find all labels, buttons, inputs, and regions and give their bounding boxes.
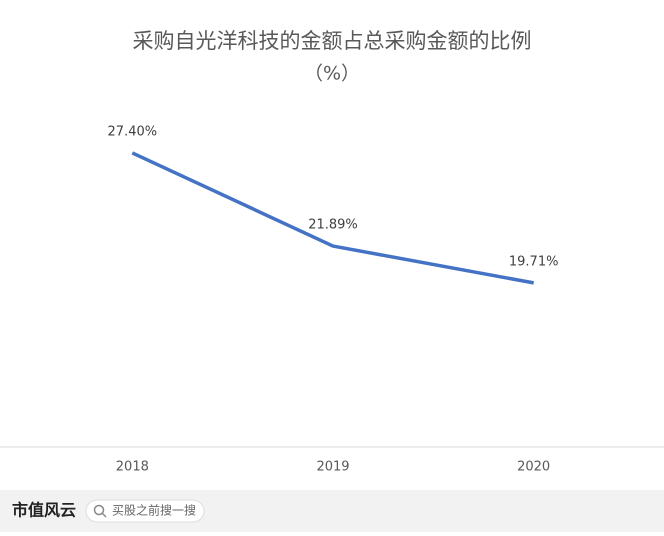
search-icon — [101, 512, 107, 518]
data-label: 21.89% — [308, 218, 358, 233]
search-placeholder: 买股之前搜一搜 — [112, 503, 196, 518]
chart-title: 采购自光洋科技的金额占总采购金额的比例 — [133, 29, 532, 53]
footer-brand: 市值风云 — [12, 501, 76, 520]
data-label: 27.40% — [108, 124, 158, 139]
chart-subtitle: （%） — [304, 63, 360, 85]
search-box[interactable] — [85, 499, 205, 523]
x-tick-label: 2018 — [116, 460, 149, 475]
x-tick-label: 2019 — [316, 460, 349, 475]
data-label: 19.71% — [509, 254, 559, 269]
data-line — [131, 151, 534, 285]
x-tick-label: 2020 — [517, 460, 550, 475]
search-icon — [93, 504, 105, 516]
